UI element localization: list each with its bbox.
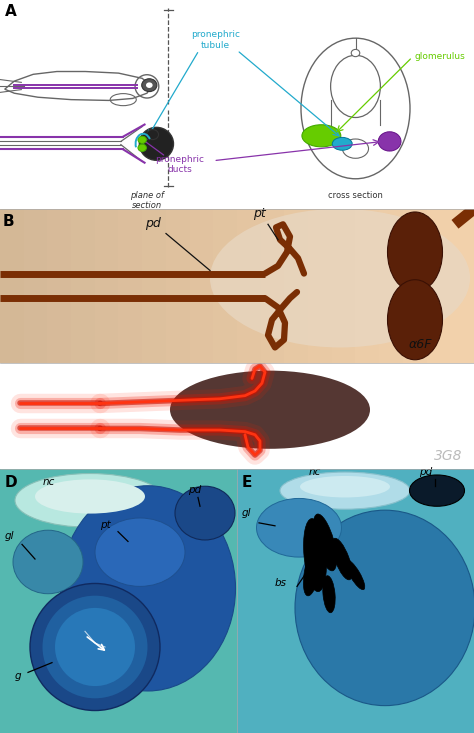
Ellipse shape — [147, 130, 158, 139]
Ellipse shape — [43, 596, 147, 699]
Text: bs: bs — [275, 578, 287, 589]
Text: D: D — [5, 475, 18, 490]
Text: E: E — [242, 475, 252, 490]
Ellipse shape — [256, 498, 341, 557]
Ellipse shape — [142, 78, 157, 92]
Ellipse shape — [332, 538, 352, 580]
Ellipse shape — [139, 128, 173, 161]
Ellipse shape — [35, 479, 145, 514]
Text: gl: gl — [242, 508, 252, 518]
Text: g: g — [15, 671, 22, 681]
Bar — [332, 209, 356, 363]
Ellipse shape — [323, 575, 335, 613]
Bar — [95, 209, 118, 363]
Ellipse shape — [55, 608, 135, 686]
Text: pronephric
tubule: pronephric tubule — [191, 31, 240, 50]
Ellipse shape — [95, 518, 185, 586]
Bar — [24, 209, 47, 363]
Ellipse shape — [175, 486, 235, 540]
Ellipse shape — [388, 280, 443, 360]
Bar — [427, 209, 450, 363]
Text: pd: pd — [188, 485, 201, 495]
Bar — [213, 209, 237, 363]
Bar — [450, 209, 474, 363]
Ellipse shape — [313, 514, 337, 571]
Ellipse shape — [15, 474, 165, 527]
Bar — [284, 209, 308, 363]
Text: glomerulus: glomerulus — [415, 52, 465, 61]
Ellipse shape — [61, 486, 236, 691]
Ellipse shape — [170, 371, 370, 449]
Text: pt: pt — [100, 520, 111, 530]
Ellipse shape — [302, 125, 341, 147]
Text: 3G8: 3G8 — [434, 449, 462, 463]
Text: nc: nc — [43, 476, 55, 487]
Bar — [261, 209, 284, 363]
Ellipse shape — [388, 212, 443, 292]
Bar — [71, 209, 95, 363]
Ellipse shape — [378, 132, 401, 151]
Ellipse shape — [295, 510, 474, 706]
Bar — [166, 209, 190, 363]
Text: pd: pd — [145, 218, 161, 230]
Ellipse shape — [13, 530, 83, 594]
Text: gl: gl — [5, 531, 15, 542]
Ellipse shape — [351, 49, 360, 56]
Bar — [47, 209, 71, 363]
Bar — [308, 209, 332, 363]
Bar — [118, 209, 142, 363]
Text: α6F: α6F — [409, 337, 432, 350]
Bar — [142, 209, 166, 363]
Text: cross section: cross section — [328, 191, 383, 200]
Text: A: A — [5, 4, 17, 19]
Bar — [190, 209, 213, 363]
Ellipse shape — [280, 472, 410, 509]
Text: C: C — [4, 369, 15, 384]
Ellipse shape — [303, 548, 320, 596]
Text: B: B — [3, 213, 15, 229]
Bar — [0, 209, 24, 363]
Bar — [356, 209, 379, 363]
Text: nc: nc — [309, 467, 321, 477]
Text: pronephric
ducts: pronephric ducts — [155, 155, 205, 174]
Ellipse shape — [138, 136, 146, 144]
Ellipse shape — [303, 519, 327, 592]
Ellipse shape — [410, 475, 465, 507]
Ellipse shape — [146, 82, 153, 88]
Ellipse shape — [210, 209, 470, 347]
Ellipse shape — [332, 137, 352, 150]
Text: plane of
section: plane of section — [130, 191, 164, 210]
Ellipse shape — [300, 476, 390, 498]
Text: pt: pt — [253, 207, 266, 220]
Bar — [403, 209, 427, 363]
Ellipse shape — [345, 560, 365, 589]
Bar — [379, 209, 403, 363]
Bar — [237, 209, 261, 363]
Text: pd: pd — [419, 467, 432, 477]
Ellipse shape — [30, 583, 160, 710]
Ellipse shape — [138, 144, 146, 152]
